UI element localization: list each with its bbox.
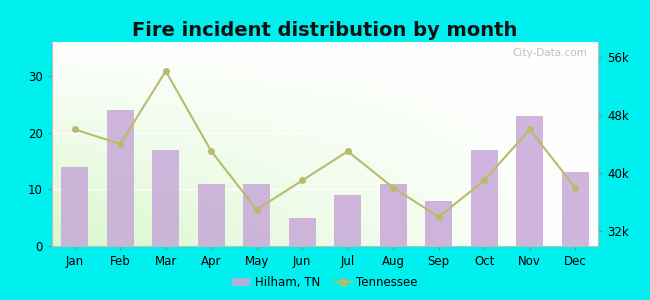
Bar	[425, 201, 452, 246]
Bar	[380, 184, 407, 246]
Bar	[61, 167, 88, 246]
Bar	[107, 110, 134, 246]
Bar	[152, 150, 179, 246]
Bar	[516, 116, 543, 246]
Bar	[562, 172, 589, 246]
Bar	[198, 184, 225, 246]
Text: City-Data.com: City-Data.com	[512, 48, 587, 58]
Text: Fire incident distribution by month: Fire incident distribution by month	[133, 21, 517, 40]
Bar	[471, 150, 498, 246]
Bar	[243, 184, 270, 246]
Legend: Hilham, TN, Tennessee: Hilham, TN, Tennessee	[227, 272, 422, 294]
Bar	[334, 195, 361, 246]
Bar	[289, 218, 316, 246]
